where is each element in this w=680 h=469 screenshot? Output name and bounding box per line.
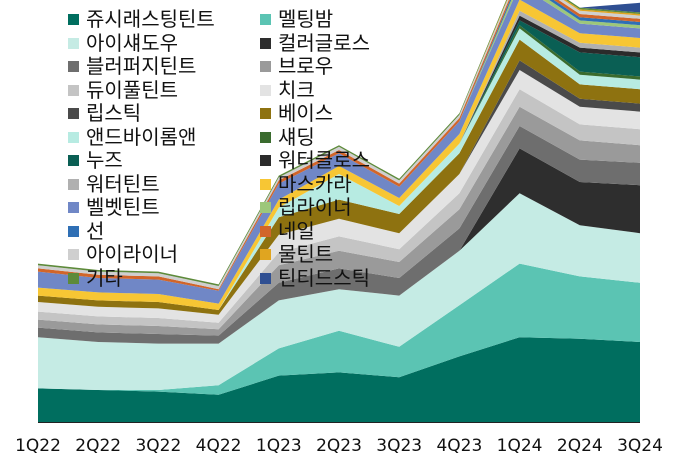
x-tick-label: 1Q24 (497, 436, 543, 456)
legend-swatch (68, 84, 79, 96)
area-series-1 (38, 263, 640, 395)
legend-label: 마스카라 (278, 171, 352, 196)
legend-swatch (68, 272, 79, 284)
legend-swatch (260, 108, 271, 119)
legend-label: 멜팅밤 (278, 7, 334, 31)
legend-item: 벨벳틴트 (68, 196, 160, 219)
legend-item: 틴티드스틱 (260, 265, 370, 290)
legend-swatch (68, 14, 79, 25)
legend-swatch (260, 178, 271, 190)
legend-swatch (260, 249, 271, 260)
area-series-9 (38, 39, 640, 315)
legend-label: 벨벳틴트 (86, 195, 160, 219)
legend-swatch (260, 131, 271, 143)
legend-item: 블러퍼지틴트 (68, 55, 196, 78)
area-series-5 (38, 106, 640, 336)
x-tick-label: 2Q22 (75, 436, 121, 456)
legend-label: 아이섀도우 (86, 30, 178, 55)
legend-label: 브로우 (278, 54, 334, 78)
legend-item: 아이라이너 (68, 243, 178, 266)
legend-label: 치크 (278, 77, 315, 102)
legend-swatch (260, 61, 271, 72)
legend-swatch (68, 202, 79, 213)
legend-label: 워터틴트 (86, 171, 160, 196)
legend-label: 블러퍼지틴트 (86, 54, 197, 78)
legend-label: 듀이풀틴트 (86, 77, 178, 102)
legend-item: 듀이풀틴트 (68, 77, 178, 102)
legend-label: 립스틱 (86, 101, 142, 125)
legend-item: 브로우 (260, 55, 333, 78)
x-tick-label: 1Q22 (15, 436, 61, 456)
legend-label: 선 (86, 218, 105, 243)
x-tick-label: 4Q23 (436, 436, 482, 456)
legend-item: 베이스 (260, 102, 333, 125)
x-tick-label: 2Q23 (316, 436, 362, 456)
legend-swatch (260, 14, 271, 25)
legend-label: 누즈 (86, 148, 123, 172)
legend-item: 쥬시래스팅틴트 (68, 8, 215, 31)
legend-label: 립라이너 (278, 195, 352, 219)
legend-label: 아이라이너 (86, 242, 178, 266)
legend-item: 워터틴트 (68, 171, 160, 196)
legend-item: 누즈 (68, 149, 123, 172)
legend-label: 쥬시래스팅틴트 (86, 7, 215, 31)
legend-label: 틴티드스틱 (278, 265, 370, 290)
legend-item: 선 (68, 218, 105, 243)
legend-swatch (260, 225, 271, 237)
area-layer (38, 0, 640, 422)
legend-item: 립라이너 (260, 196, 352, 219)
area-series-0 (38, 337, 640, 422)
area-series-4 (38, 126, 640, 344)
legend-label: 네일 (278, 218, 315, 243)
legend-swatch (68, 108, 79, 119)
area-series-2 (38, 193, 640, 390)
legend-item: 립스틱 (68, 102, 141, 125)
legend-item: 컬러글로스 (260, 30, 370, 55)
legend-item: 멜팅밤 (260, 8, 333, 31)
legend-item: 기타 (68, 265, 123, 290)
legend-swatch (68, 61, 79, 72)
legend-item: 치크 (260, 77, 315, 102)
legend-swatch (260, 202, 271, 213)
legend-swatch (68, 225, 79, 237)
legend-swatch (68, 155, 79, 166)
legend-item: 물틴트 (260, 243, 333, 266)
legend-swatch (68, 249, 79, 260)
x-tick-label: 3Q24 (617, 436, 663, 456)
x-tick-label: 4Q22 (196, 436, 242, 456)
legend-swatch (260, 37, 271, 49)
legend-item: 앤드바이롬앤 (68, 124, 197, 149)
legend-swatch (68, 37, 79, 49)
legend-swatch (68, 131, 79, 143)
legend-label: 섀딩 (278, 124, 315, 149)
area-series-7 (38, 70, 640, 323)
x-tick-label: 3Q22 (135, 436, 181, 456)
area-series-16 (38, 0, 640, 304)
x-tick-label: 1Q23 (256, 436, 302, 456)
legend-label: 베이스 (278, 101, 334, 125)
legend-item: 섀딩 (260, 124, 315, 149)
legend-item: 네일 (260, 218, 315, 243)
legend-item: 마스카라 (260, 171, 352, 196)
legend-label: 컬러글로스 (278, 30, 370, 55)
x-tick-label: 2Q24 (557, 436, 603, 456)
legend-swatch (260, 84, 271, 96)
legend-label: 물틴트 (278, 242, 334, 266)
legend-item: 아이섀도우 (68, 30, 178, 55)
legend-swatch (260, 272, 271, 284)
legend-swatch (260, 155, 271, 166)
area-series-6 (38, 89, 640, 330)
legend-label: 워터클로스 (278, 148, 370, 172)
legend-item: 워터클로스 (260, 149, 370, 172)
legend-swatch (68, 178, 79, 190)
legend-label: 기타 (86, 265, 123, 290)
legend-label: 앤드바이롬앤 (86, 124, 197, 149)
x-tick-label: 3Q23 (376, 436, 422, 456)
x-tick-labels: 1Q22 2Q22 3Q22 4Q22 1Q23 2Q23 3Q23 4Q23 1Q24 2Q24… (15, 436, 663, 456)
